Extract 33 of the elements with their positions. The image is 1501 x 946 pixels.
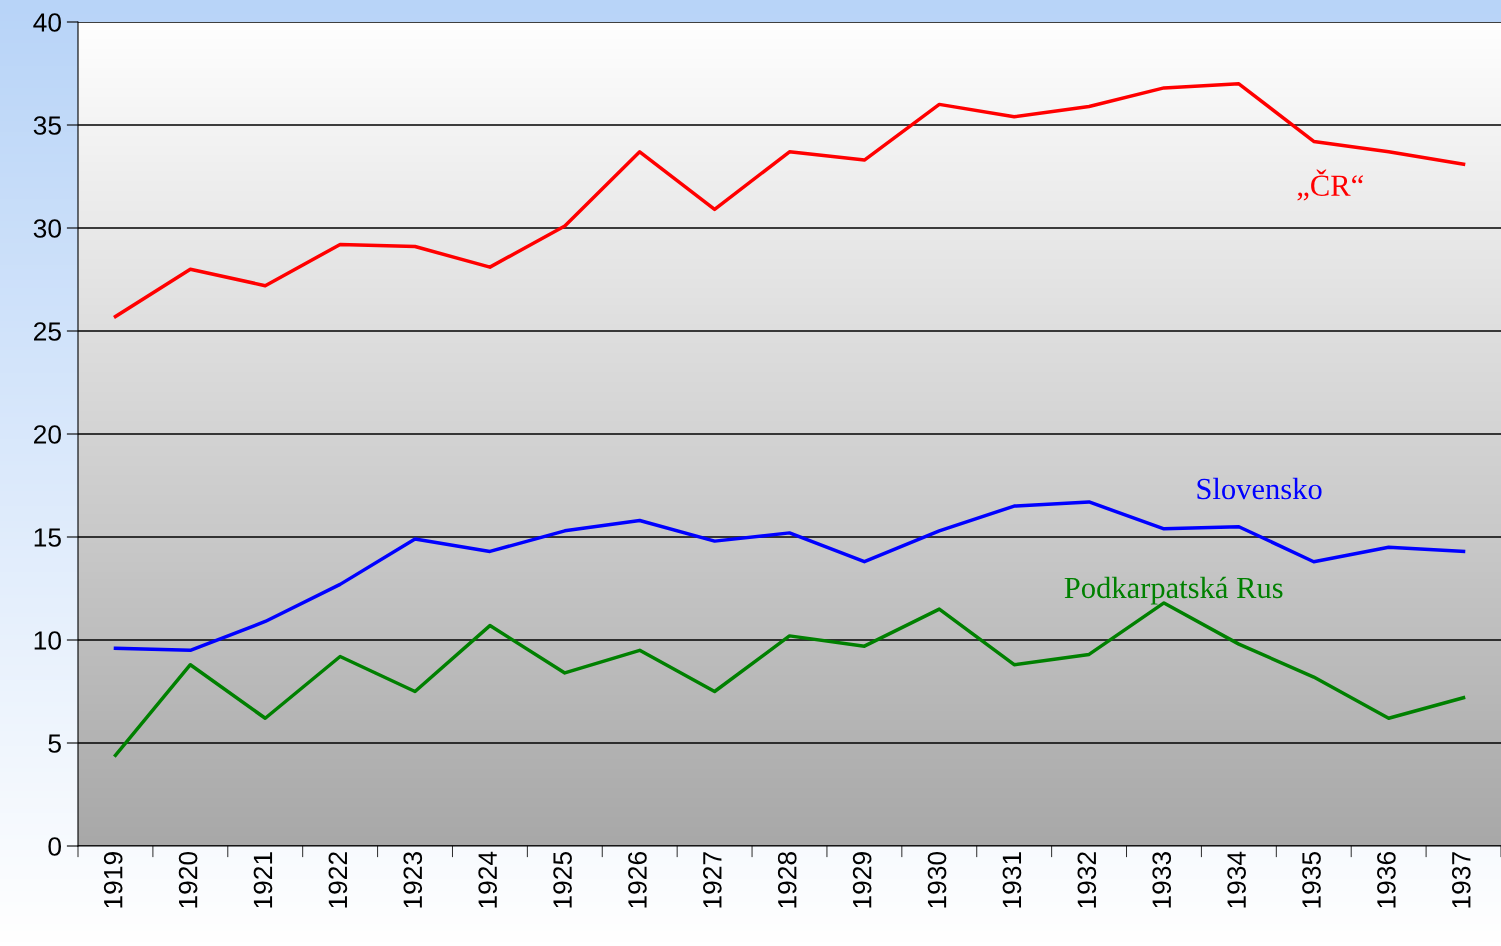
x-tick-label: 1925: [553, 851, 572, 908]
series-label: Podkarpatská Rus: [1064, 576, 1283, 605]
x-tick-label: 1921: [253, 852, 273, 908]
x-tick-label: 1923: [403, 852, 423, 908]
y-tick-label: 5: [48, 734, 61, 753]
y-tick-label: 0: [48, 837, 61, 856]
y-tick-label: 10: [34, 631, 61, 650]
x-tick-label: 1931: [1002, 852, 1022, 908]
x-tick-label: 1935: [1302, 851, 1321, 908]
y-tick-label: 25: [34, 322, 61, 341]
x-tick-label: 1927: [703, 852, 722, 908]
series-label: Slovensko: [1197, 477, 1322, 500]
x-tick-label: 1930: [927, 851, 947, 908]
x-tick-label: 1932: [1077, 852, 1097, 908]
x-tick-label: 1920: [178, 851, 198, 908]
y-tick-label: 35: [33, 116, 61, 135]
x-tick-label: 1937: [1451, 852, 1471, 908]
y-tick-label: 30: [33, 219, 61, 238]
x-tick-label: 1926: [628, 852, 647, 908]
y-tick-label: 20: [34, 425, 61, 444]
x-tick-label: 1928: [777, 852, 797, 908]
y-tick-label: 15: [34, 528, 61, 547]
x-tick-label: 1933: [1152, 852, 1172, 908]
x-tick-label: 1929: [852, 852, 872, 908]
x-tick-label: 1936: [1377, 852, 1396, 908]
x-tick-label: 1922: [328, 852, 348, 908]
x-tick-label: 1934: [1227, 851, 1246, 908]
x-tick-label: 1919: [103, 852, 123, 908]
y-tick-label: 40: [33, 13, 61, 32]
x-tick-label: 1924: [478, 851, 497, 908]
line-series: [113, 500, 1466, 653]
line-series: [113, 82, 1466, 319]
series-label: „ČR“: [1297, 169, 1363, 201]
